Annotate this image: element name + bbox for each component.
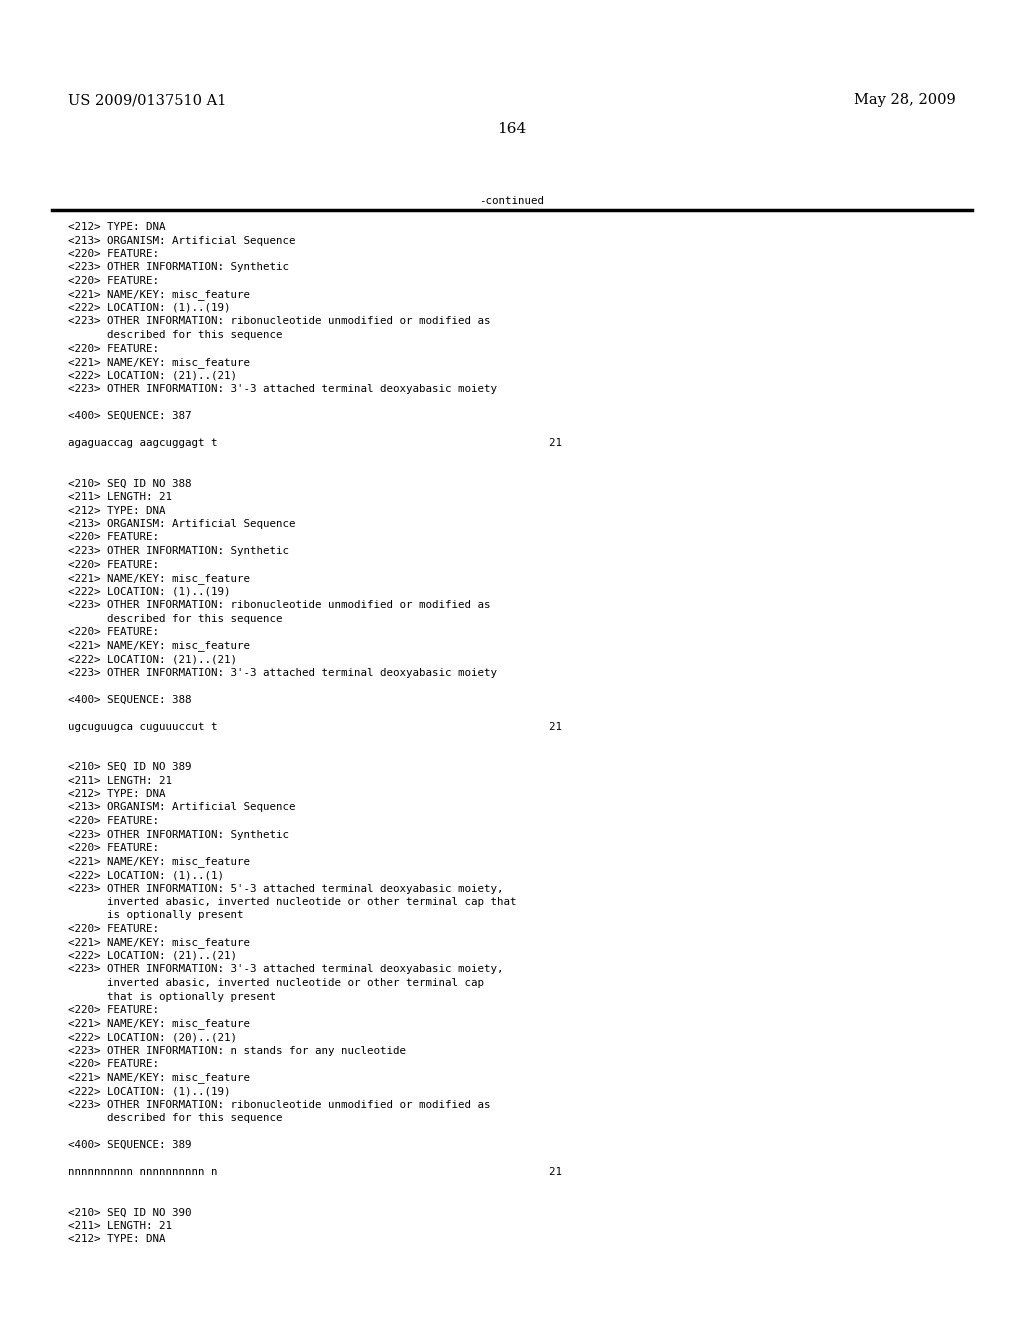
Text: <223> OTHER INFORMATION: ribonucleotide unmodified or modified as: <223> OTHER INFORMATION: ribonucleotide … [68,601,490,610]
Text: inverted abasic, inverted nucleotide or other terminal cap: inverted abasic, inverted nucleotide or … [68,978,484,987]
Text: <222> LOCATION: (21)..(21): <222> LOCATION: (21)..(21) [68,371,237,380]
Text: <221> NAME/KEY: misc_feature: <221> NAME/KEY: misc_feature [68,937,250,948]
Text: <223> OTHER INFORMATION: Synthetic: <223> OTHER INFORMATION: Synthetic [68,829,289,840]
Text: ugcuguugca cuguuuccut t                                                   21: ugcuguugca cuguuuccut t 21 [68,722,562,731]
Text: <210> SEQ ID NO 390: <210> SEQ ID NO 390 [68,1208,191,1217]
Text: <223> OTHER INFORMATION: ribonucleotide unmodified or modified as: <223> OTHER INFORMATION: ribonucleotide … [68,1100,490,1110]
Text: <222> LOCATION: (1)..(19): <222> LOCATION: (1)..(19) [68,1086,230,1096]
Text: <222> LOCATION: (21)..(21): <222> LOCATION: (21)..(21) [68,653,237,664]
Text: <211> LENGTH: 21: <211> LENGTH: 21 [68,776,172,785]
Text: <223> OTHER INFORMATION: 3'-3 attached terminal deoxyabasic moiety: <223> OTHER INFORMATION: 3'-3 attached t… [68,668,497,677]
Text: <223> OTHER INFORMATION: Synthetic: <223> OTHER INFORMATION: Synthetic [68,263,289,272]
Text: <213> ORGANISM: Artificial Sequence: <213> ORGANISM: Artificial Sequence [68,803,296,813]
Text: <223> OTHER INFORMATION: ribonucleotide unmodified or modified as: <223> OTHER INFORMATION: ribonucleotide … [68,317,490,326]
Text: agaguaccag aagcuggagt t                                                   21: agaguaccag aagcuggagt t 21 [68,438,562,447]
Text: <222> LOCATION: (20)..(21): <222> LOCATION: (20)..(21) [68,1032,237,1041]
Text: US 2009/0137510 A1: US 2009/0137510 A1 [68,92,226,107]
Text: described for this sequence: described for this sequence [68,1113,283,1123]
Text: <220> FEATURE:: <220> FEATURE: [68,1005,159,1015]
Text: <221> NAME/KEY: misc_feature: <221> NAME/KEY: misc_feature [68,356,250,368]
Text: nnnnnnnnnn nnnnnnnnnn n                                                   21: nnnnnnnnnn nnnnnnnnnn n 21 [68,1167,562,1177]
Text: <221> NAME/KEY: misc_feature: <221> NAME/KEY: misc_feature [68,857,250,867]
Text: <222> LOCATION: (1)..(1): <222> LOCATION: (1)..(1) [68,870,224,880]
Text: <400> SEQUENCE: 388: <400> SEQUENCE: 388 [68,694,191,705]
Text: <223> OTHER INFORMATION: Synthetic: <223> OTHER INFORMATION: Synthetic [68,546,289,556]
Text: <220> FEATURE:: <220> FEATURE: [68,560,159,569]
Text: <213> ORGANISM: Artificial Sequence: <213> ORGANISM: Artificial Sequence [68,519,296,529]
Text: <212> TYPE: DNA: <212> TYPE: DNA [68,506,166,516]
Text: <221> NAME/KEY: misc_feature: <221> NAME/KEY: misc_feature [68,573,250,583]
Text: described for this sequence: described for this sequence [68,330,283,341]
Text: <220> FEATURE:: <220> FEATURE: [68,843,159,853]
Text: <210> SEQ ID NO 389: <210> SEQ ID NO 389 [68,762,191,772]
Text: <222> LOCATION: (1)..(19): <222> LOCATION: (1)..(19) [68,586,230,597]
Text: <223> OTHER INFORMATION: 5'-3 attached terminal deoxyabasic moiety,: <223> OTHER INFORMATION: 5'-3 attached t… [68,883,504,894]
Text: <221> NAME/KEY: misc_feature: <221> NAME/KEY: misc_feature [68,289,250,301]
Text: <221> NAME/KEY: misc_feature: <221> NAME/KEY: misc_feature [68,1072,250,1084]
Text: <220> FEATURE:: <220> FEATURE: [68,249,159,259]
Text: <223> OTHER INFORMATION: 3'-3 attached terminal deoxyabasic moiety: <223> OTHER INFORMATION: 3'-3 attached t… [68,384,497,393]
Text: described for this sequence: described for this sequence [68,614,283,623]
Text: <223> OTHER INFORMATION: n stands for any nucleotide: <223> OTHER INFORMATION: n stands for an… [68,1045,406,1056]
Text: <220> FEATURE:: <220> FEATURE: [68,276,159,286]
Text: <211> LENGTH: 21: <211> LENGTH: 21 [68,492,172,502]
Text: <221> NAME/KEY: misc_feature: <221> NAME/KEY: misc_feature [68,1019,250,1030]
Text: <220> FEATURE:: <220> FEATURE: [68,816,159,826]
Text: -continued: -continued [479,195,545,206]
Text: <220> FEATURE:: <220> FEATURE: [68,627,159,638]
Text: <210> SEQ ID NO 388: <210> SEQ ID NO 388 [68,479,191,488]
Text: <212> TYPE: DNA: <212> TYPE: DNA [68,1234,166,1245]
Text: that is optionally present: that is optionally present [68,991,276,1002]
Text: <220> FEATURE:: <220> FEATURE: [68,1059,159,1069]
Text: 164: 164 [498,121,526,136]
Text: <220> FEATURE:: <220> FEATURE: [68,924,159,935]
Text: May 28, 2009: May 28, 2009 [854,92,956,107]
Text: inverted abasic, inverted nucleotide or other terminal cap that: inverted abasic, inverted nucleotide or … [68,898,516,907]
Text: <220> FEATURE:: <220> FEATURE: [68,343,159,354]
Text: <211> LENGTH: 21: <211> LENGTH: 21 [68,1221,172,1232]
Text: <223> OTHER INFORMATION: 3'-3 attached terminal deoxyabasic moiety,: <223> OTHER INFORMATION: 3'-3 attached t… [68,965,504,974]
Text: <212> TYPE: DNA: <212> TYPE: DNA [68,789,166,799]
Text: <222> LOCATION: (21)..(21): <222> LOCATION: (21)..(21) [68,950,237,961]
Text: <213> ORGANISM: Artificial Sequence: <213> ORGANISM: Artificial Sequence [68,235,296,246]
Text: is optionally present: is optionally present [68,911,244,920]
Text: <221> NAME/KEY: misc_feature: <221> NAME/KEY: misc_feature [68,640,250,651]
Text: <400> SEQUENCE: 387: <400> SEQUENCE: 387 [68,411,191,421]
Text: <212> TYPE: DNA: <212> TYPE: DNA [68,222,166,232]
Text: <400> SEQUENCE: 389: <400> SEQUENCE: 389 [68,1140,191,1150]
Text: <220> FEATURE:: <220> FEATURE: [68,532,159,543]
Text: <222> LOCATION: (1)..(19): <222> LOCATION: (1)..(19) [68,304,230,313]
